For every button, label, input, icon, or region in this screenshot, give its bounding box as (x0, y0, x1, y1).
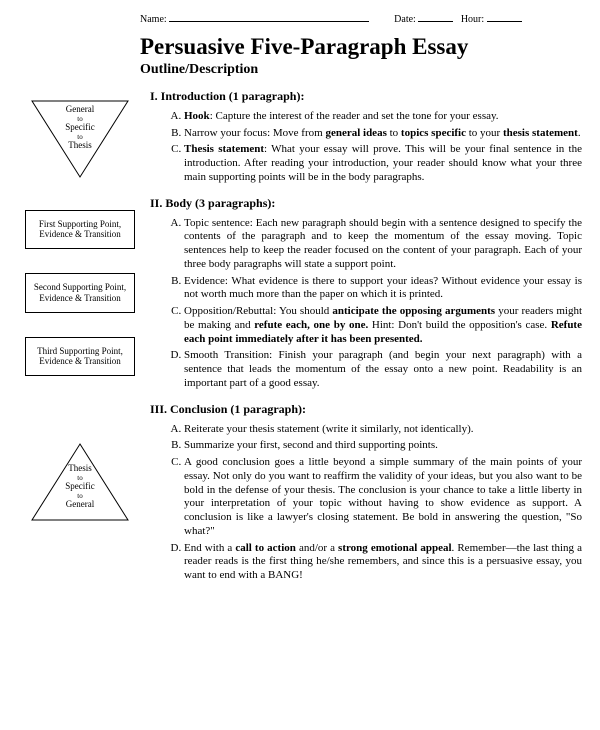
tri-bot: Thesis (68, 140, 92, 150)
section-introduction: General to Specific to Thesis I. Introdu… (10, 89, 582, 188)
body-item-a: Topic sentence: Each new paragraph shoul… (184, 217, 582, 272)
name-label: Name: (140, 14, 167, 25)
box-third-point: Third Supporting Point, Evidence & Trans… (25, 337, 135, 377)
conc-item-a: Reiterate your thesis statement (write i… (184, 423, 582, 437)
intro-heading: I. Introduction (1 paragraph): (150, 89, 582, 104)
intro-item-c: Thesis statement: What your essay will p… (184, 143, 582, 184)
conclusion-list: Reiterate your thesis statement (write i… (158, 423, 582, 583)
body-heading: II. Body (3 paragraphs): (150, 196, 582, 211)
body-diagram-col: First Supporting Point, Evidence & Trans… (10, 196, 150, 394)
intro-diagram-col: General to Specific to Thesis (10, 89, 150, 188)
body-boxes: First Supporting Point, Evidence & Trans… (25, 206, 135, 377)
section-conclusion: Thesis to Specific to General III. Concl… (10, 402, 582, 586)
conc-item-c: A good conclusion goes a little beyond a… (184, 456, 582, 539)
conclusion-triangle: Thesis to Specific to General (30, 442, 130, 522)
form-header: Name: Date: Hour: (140, 12, 582, 27)
intro-list: Hook: Capture the interest of the reader… (158, 110, 582, 185)
conclusion-diagram-col: Thesis to Specific to General (10, 402, 150, 586)
body-item-d: Smooth Transition: Finish your paragraph… (184, 349, 582, 390)
tri-mid: Specific (65, 122, 95, 132)
intro-item-a: Hook: Capture the interest of the reader… (184, 110, 582, 124)
date-label: Date: (394, 14, 416, 25)
section-body: First Supporting Point, Evidence & Trans… (10, 196, 582, 394)
page-subtitle: Outline/Description (140, 61, 582, 79)
body-list: Topic sentence: Each new paragraph shoul… (158, 217, 582, 391)
tri-top: General (66, 104, 94, 114)
conclusion-text-col: III. Conclusion (1 paragraph): Reiterate… (150, 402, 582, 586)
date-blank[interactable] (418, 12, 453, 22)
hour-label: Hour: (461, 14, 484, 25)
name-blank[interactable] (169, 12, 369, 22)
body-item-b: Evidence: What evidence is there to supp… (184, 275, 582, 303)
body-item-c: Opposition/Rebuttal: You should anticipa… (184, 305, 582, 346)
tri-top: Thesis (68, 463, 92, 473)
page-title: Persuasive Five-Paragraph Essay (140, 33, 582, 62)
tri-bot: General (66, 499, 94, 509)
box-first-point: First Supporting Point, Evidence & Trans… (25, 210, 135, 250)
tri-mid: Specific (65, 481, 95, 491)
conclusion-heading: III. Conclusion (1 paragraph): (150, 402, 582, 417)
body-text-col: II. Body (3 paragraphs): Topic sentence:… (150, 196, 582, 394)
conc-item-d: End with a call to action and/or a stron… (184, 542, 582, 583)
box-second-point: Second Supporting Point, Evidence & Tran… (25, 273, 135, 313)
hour-blank[interactable] (487, 12, 522, 22)
intro-text-col: I. Introduction (1 paragraph): Hook: Cap… (150, 89, 582, 188)
intro-triangle: General to Specific to Thesis (30, 99, 130, 179)
intro-item-b: Narrow your focus: Move from general ide… (184, 127, 582, 141)
conc-item-b: Summarize your first, second and third s… (184, 439, 582, 453)
